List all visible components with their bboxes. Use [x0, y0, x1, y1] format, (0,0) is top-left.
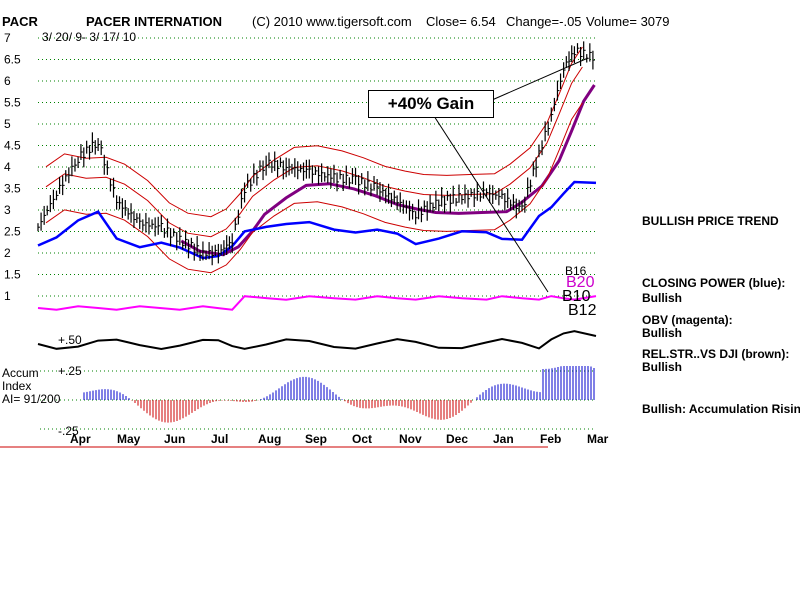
obv-title: OBV (magenta):: [642, 313, 733, 327]
y-tick-label: 3: [4, 203, 11, 217]
accum-title-2: Index: [2, 379, 32, 393]
accum-lower-label: -.25: [58, 424, 79, 438]
signal-b10: B10: [562, 288, 591, 305]
ticker-symbol: PACR: [2, 14, 38, 29]
close-value: Close= 6.54: [426, 14, 496, 29]
y-tick-label: 3.5: [4, 182, 21, 196]
x-tick-label: Feb: [540, 432, 561, 446]
y-tick-label: 5: [4, 117, 11, 131]
arrow-line-2: [433, 115, 549, 293]
y-tick-label: 7: [4, 31, 11, 45]
arrow-line-1: [491, 57, 589, 101]
volume-value: Volume= 3079: [586, 14, 670, 29]
relstr-value: Bullish: [642, 360, 683, 374]
closing-power-line: [37, 180, 597, 260]
signal-b16: B16: [565, 264, 587, 278]
closing-power-value: Bullish: [642, 291, 683, 305]
signal-b12: B12: [568, 302, 597, 319]
gain-annotation: +40% Gain: [368, 90, 494, 118]
relstr-title: REL.STR..VS DJI (brown):: [642, 347, 790, 361]
closing-power-title: CLOSING POWER (blue):: [642, 276, 786, 290]
x-tick-label: Jan: [493, 432, 514, 446]
y-tick-label: 6.5: [4, 53, 21, 67]
y-axis-labels: 7 6.5 6 5.5 5 4.5 4 3.5 3 2.5 2 1.5 1: [4, 31, 21, 303]
x-tick-label: Sep: [305, 432, 327, 446]
y-tick-label: 1.5: [4, 268, 21, 282]
x-tick-label: Mar: [587, 432, 609, 446]
y-tick-label: 2.5: [4, 225, 21, 239]
lower-band-line: [45, 102, 583, 274]
rel-str-line: [37, 330, 597, 351]
accum-title-1: Accum: [2, 366, 39, 380]
x-tick-label: Jul: [211, 432, 228, 446]
date-range: 3/ 20/ 9- 3/ 17/ 10: [42, 30, 137, 44]
x-tick-label: May: [117, 432, 141, 446]
accumulation-histogram: [83, 366, 595, 423]
copyright: (C) 2010 www.tigersoft.com: [252, 14, 412, 29]
x-tick-label: Apr: [70, 432, 91, 446]
price-grid: [38, 37, 596, 430]
obv-value: Bullish: [642, 326, 683, 340]
price-bars: [37, 41, 595, 266]
company-name: PACER INTERNATION: [86, 14, 223, 29]
price-trend-status: BULLISH PRICE TREND: [642, 214, 779, 228]
accum-status: Bullish: Accumulation Rising: [642, 402, 800, 416]
x-tick-label: Nov: [399, 432, 422, 446]
signal-b20: B20: [566, 274, 595, 291]
x-tick-label: Dec: [446, 432, 468, 446]
x-tick-label: Jun: [164, 432, 185, 446]
accum-upper-label: +.25: [58, 364, 82, 378]
x-axis-labels: Apr May Jun Jul Aug Sep Oct Nov Dec Jan Feb Mar: [70, 432, 609, 446]
obv-line: [37, 295, 597, 311]
accum-ai-value: AI= 91/200: [2, 392, 61, 406]
x-tick-label: Oct: [352, 432, 372, 446]
y-tick-label: 2: [4, 246, 11, 260]
change-value: Change=-.05: [506, 14, 582, 29]
y-tick-label: 4: [4, 160, 11, 174]
y-tick-label: 6: [4, 74, 11, 88]
upper-band-line: [45, 46, 583, 218]
mid-band-line: [45, 66, 583, 238]
y-tick-label: 1: [4, 289, 11, 303]
y-tick-label: 5.5: [4, 96, 21, 110]
accum-mid-label: +.50: [58, 333, 82, 347]
x-tick-label: Aug: [258, 432, 281, 446]
y-tick-label: 4.5: [4, 139, 21, 153]
indicator-lines: [37, 46, 597, 351]
